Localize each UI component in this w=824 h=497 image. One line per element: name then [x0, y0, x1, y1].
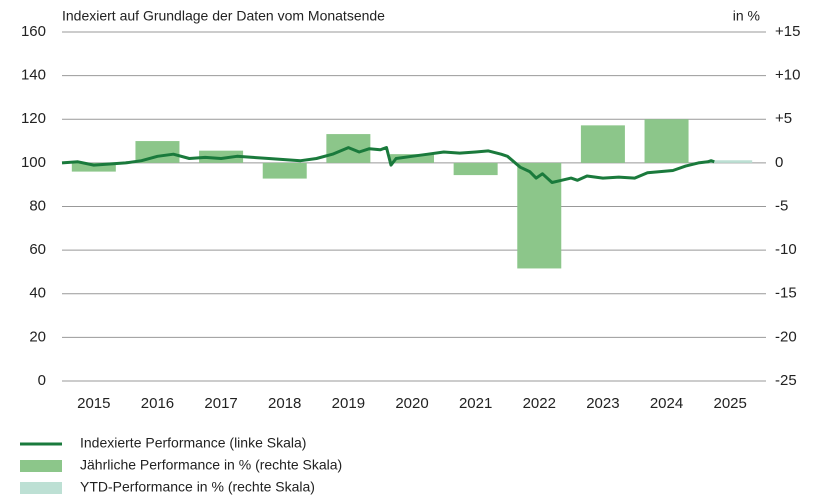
bar — [135, 141, 180, 163]
y2-tick-label: -10 — [775, 241, 797, 258]
x-tick-label: 2021 — [459, 395, 492, 412]
chart-subtitle: Indexiert auf Grundlage der Daten vom Mo… — [62, 8, 385, 24]
bar — [517, 162, 562, 269]
x-tick-label: 2019 — [332, 395, 365, 412]
y-tick-label: 80 — [29, 197, 46, 214]
bar — [453, 162, 498, 176]
y-tick-label: 60 — [29, 241, 46, 258]
bar — [708, 160, 753, 163]
bar — [390, 154, 434, 163]
x-tick-label: 2023 — [586, 395, 619, 412]
y2-tick-label: +5 — [775, 110, 792, 127]
y2-tick-label: -20 — [775, 328, 797, 345]
x-tick-label: 2024 — [650, 395, 683, 412]
y-tick-label: 120 — [21, 110, 46, 127]
x-tick-label: 2025 — [713, 395, 746, 412]
legend-label: Indexierte Performance (linke Skala) — [80, 435, 306, 451]
bar — [262, 162, 307, 179]
y-tick-label: 40 — [29, 285, 46, 302]
x-tick-label: 2018 — [268, 395, 301, 412]
x-tick-label: 2016 — [141, 395, 174, 412]
y2-tick-label: 0 — [775, 154, 783, 171]
x-tick-label: 2017 — [204, 395, 237, 412]
y2-axis-label: in % — [733, 8, 760, 24]
y2-tick-label: +15 — [775, 23, 800, 40]
legend-label: Jährliche Performance in % (rechte Skala… — [80, 457, 342, 473]
y-tick-label: 0 — [38, 372, 46, 389]
bar — [580, 125, 625, 163]
x-tick-label: 2020 — [395, 395, 428, 412]
y2-tick-label: +10 — [775, 67, 800, 84]
legend-label: YTD-Performance in % (rechte Skala) — [80, 479, 315, 495]
x-tick-label: 2015 — [77, 395, 110, 412]
y-tick-label: 160 — [21, 23, 46, 40]
line — [61, 146, 715, 184]
x-tick-label: 2022 — [523, 395, 556, 412]
y-tick-label: 140 — [21, 67, 46, 84]
bar — [71, 162, 116, 172]
bar — [644, 119, 689, 163]
legend-swatch — [20, 460, 62, 472]
y2-tick-label: -15 — [775, 285, 797, 302]
y-tick-label: 100 — [21, 154, 46, 171]
y2-tick-label: -25 — [775, 372, 797, 389]
bar — [199, 150, 244, 163]
y2-tick-label: -5 — [775, 197, 788, 214]
legend-swatch — [20, 482, 62, 494]
y-tick-label: 20 — [29, 328, 46, 345]
